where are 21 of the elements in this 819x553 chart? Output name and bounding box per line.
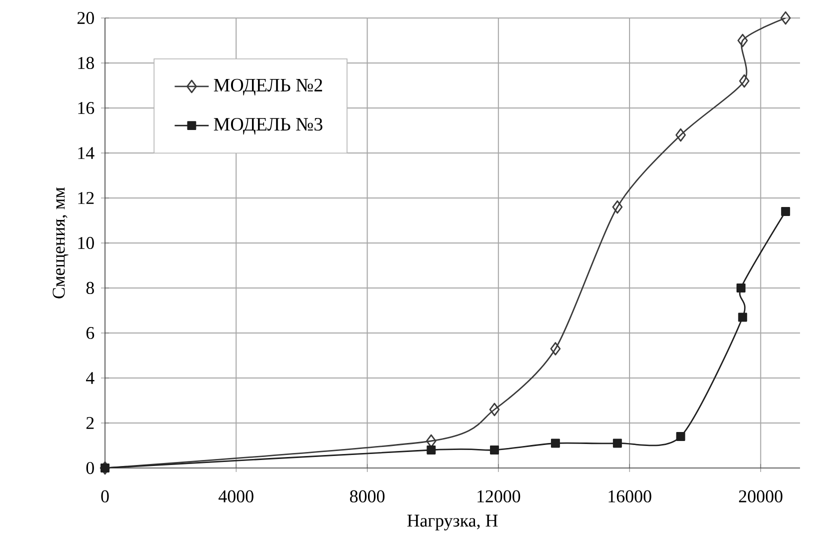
- x-axis-title: Нагрузка, Н: [407, 514, 498, 530]
- y-tick-label: 8: [86, 282, 94, 294]
- legend-label: МОДЕЛЬ №2: [214, 78, 322, 96]
- x-tick-label: 0: [101, 490, 109, 502]
- y-tick-label: 16: [78, 102, 94, 114]
- y-tick-label: 4: [86, 372, 94, 384]
- x-tick-label: 8000: [350, 490, 385, 502]
- x-tick-label: 4000: [218, 490, 254, 502]
- y-tick-label: 20: [77, 12, 94, 24]
- legend-label: МОДЕЛЬ №3: [214, 118, 322, 135]
- y-tick-label: 12: [78, 192, 94, 204]
- y-tick-label: 14: [78, 147, 94, 159]
- y-tick-label: 10: [78, 236, 94, 250]
- x-tick-label: 20000: [739, 490, 782, 502]
- y-tick-label: 2: [86, 417, 94, 429]
- y-tick-label: 0: [86, 462, 94, 474]
- y-tick-label: 6: [86, 326, 94, 340]
- x-tick-label: 16000: [608, 490, 652, 502]
- y-tick-label: 18: [78, 56, 94, 70]
- y-axis-title: Смещения, мм: [52, 187, 68, 298]
- x-tick-label: 12000: [478, 490, 520, 502]
